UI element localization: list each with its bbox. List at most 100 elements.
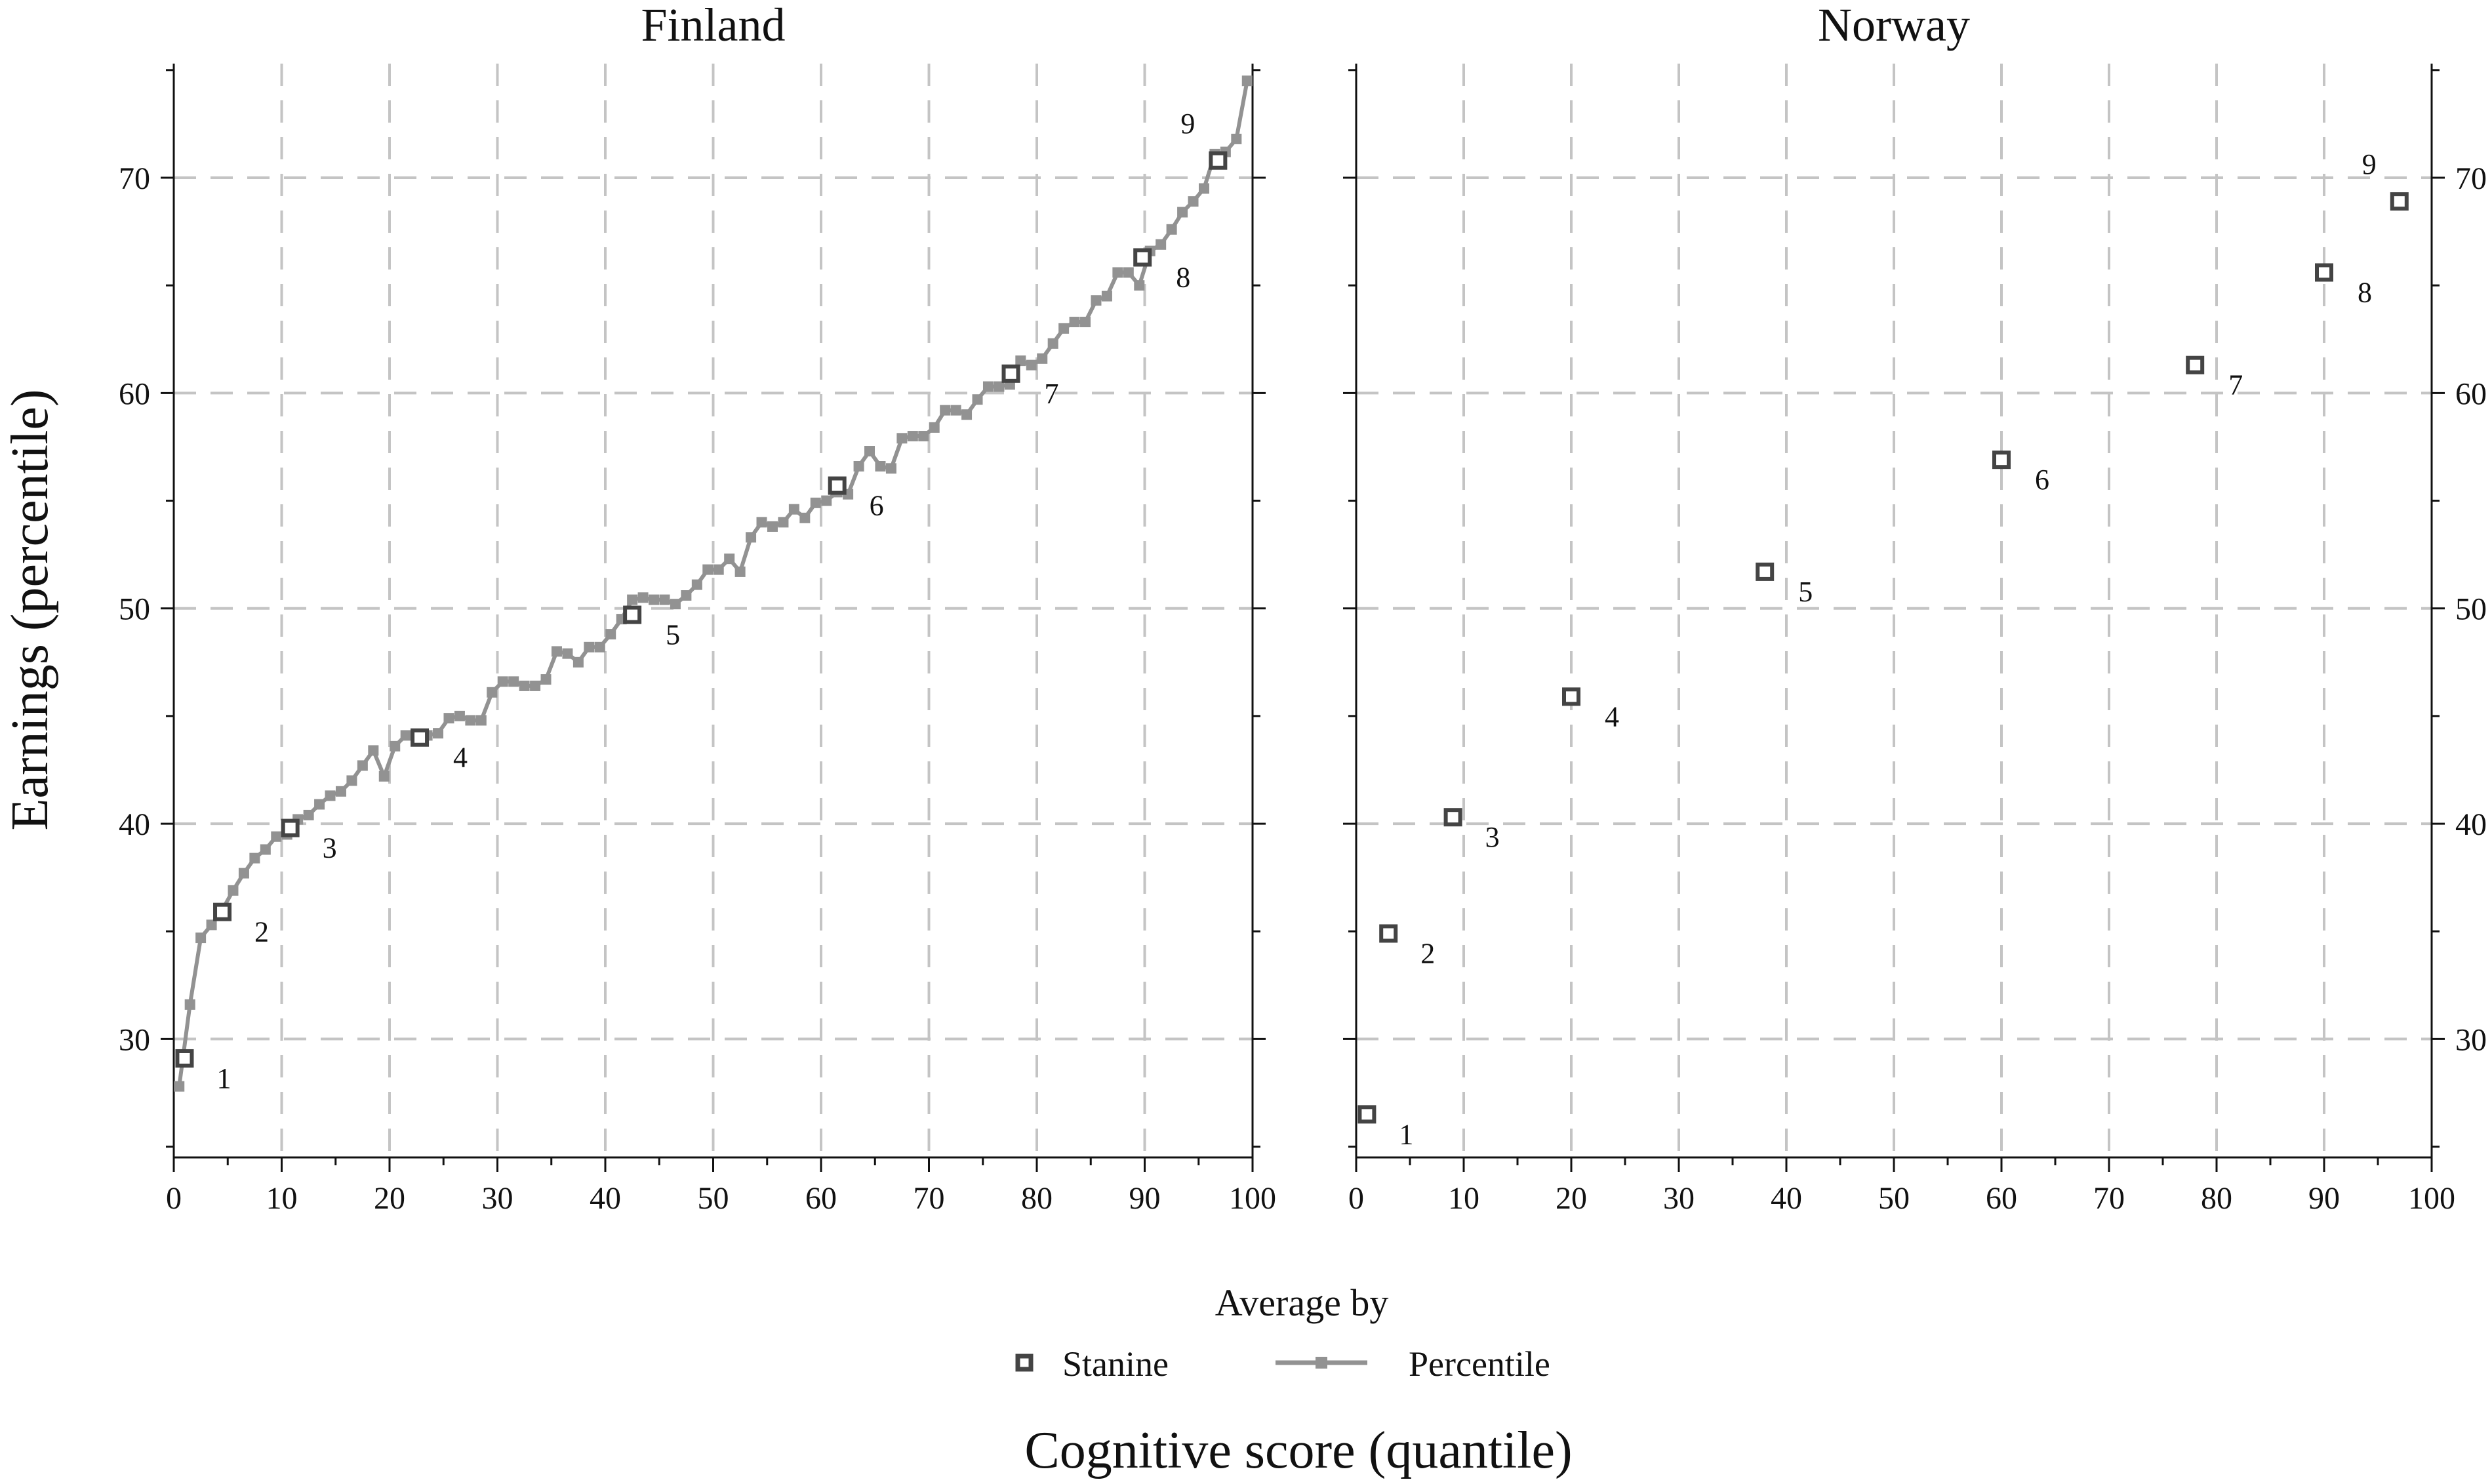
finland-percentile-point-96 [1198,183,1209,194]
finland-y-tick-label-60: 60 [119,376,150,411]
finland-percentile-point-32 [508,676,519,687]
finland-percentile-point-28 [465,715,476,726]
finland-percentile-point-6 [228,885,239,896]
finland-percentile-point-74 [961,409,973,420]
norway-y-tick-label-60: 60 [2455,376,2487,411]
norway-x-tick-label-60: 60 [1986,1181,2017,1216]
finland-stanine-point-7 [1001,364,1020,383]
norway-x-tick-label-40: 40 [1771,1181,1802,1216]
finland-stanine-label-8: 8 [1176,262,1190,294]
norway-stanine-label-5: 5 [1798,576,1813,608]
finland-percentile-point-8 [249,852,260,864]
norway-stanine-point-8 [2315,263,2333,282]
finland-percentile-point-31 [497,676,508,687]
norway-panel: Norway 0 10 20 30 40 50 60 70 80 90 100 30 40 50 60 70 1 2… [1343,0,2487,1216]
finland-percentile-point-67 [885,463,896,474]
finland-percentile-point-41 [605,629,616,640]
legend-stanine-label: Stanine [1062,1344,1169,1384]
finland-x-tick-label-10: 10 [266,1181,298,1216]
finland-y-tick-label-30: 30 [119,1022,150,1057]
finland-percentile-point-36 [551,646,562,657]
legend-stanine-marker [1015,1354,1034,1372]
norway-stanine-label-6: 6 [2035,464,2049,496]
finland-percentile-point-83 [1058,323,1070,334]
finland-percentile-point-40 [594,641,605,652]
finland-percentile-point-72 [940,405,951,416]
finland-percentile-point-4 [206,919,217,931]
norway-stanine-label-3: 3 [1485,821,1500,853]
finland-percentile-point-17 [346,775,357,786]
finland-percentile-point-20 [378,771,390,782]
finland-stanine-label-1: 1 [216,1062,231,1094]
norway-stanine-label-7: 7 [2228,369,2243,401]
finland-x-tick-label-80: 80 [1021,1181,1053,1216]
finland-stanine-point-1 [175,1049,194,1068]
finland-percentile-point-3 [195,933,207,944]
norway-y-tick-label-30: 30 [2455,1022,2487,1057]
finland-percentile-point-64 [853,461,864,472]
norway-x-tick-label-20: 20 [1556,1181,1587,1216]
finland-x-tick-label-60: 60 [805,1181,837,1216]
finland-stanine-point-5 [623,605,642,624]
finland-percentile-point-82 [1047,338,1058,349]
norway-stanine-point-7 [2186,355,2205,374]
norway-stanine-point-2 [1379,924,1398,943]
finland-percentile-point-86 [1091,295,1102,306]
finland-percentile-point-48 [681,590,692,601]
finland-percentile-point-57 [778,517,789,528]
finland-percentile-point-1 [174,1081,185,1092]
finland-x-tick-label-50: 50 [698,1181,729,1216]
finland-percentile-point-30 [487,687,498,698]
finland-percentile-point-25 [433,728,444,739]
finland-percentile-point-7 [238,868,249,879]
finland-percentile-point-51 [713,564,724,575]
finland-percentile-point-54 [746,532,757,543]
norway-stanine-label-9: 9 [2362,148,2377,180]
finland-x-tick-label-40: 40 [590,1181,621,1216]
finland-stanine-label-7: 7 [1045,378,1059,410]
finland-percentile-point-92 [1156,239,1167,250]
finland-stanine-label-3: 3 [323,832,337,864]
finland-percentile-point-15 [325,790,336,801]
finland-percentile-point-70 [918,431,929,442]
finland-percentile-point-33 [519,680,530,691]
norway-stanine-label-1: 1 [1399,1118,1413,1150]
finland-x-tick-label-0: 0 [166,1181,182,1216]
finland-percentile-point-71 [929,422,940,433]
norway-stanine-point-3 [1443,808,1462,827]
finland-percentile-point-87 [1101,291,1112,302]
norway-x-tick-label-30: 30 [1663,1181,1695,1216]
finland-y-tick-label-70: 70 [119,161,150,196]
finland-stanine-point-8 [1133,248,1152,267]
finland-percentile-point-88 [1112,267,1123,278]
finland-percentile-point-93 [1166,224,1177,235]
finland-percentile-point-27 [454,710,465,721]
norway-stanine-point-5 [1756,562,1775,581]
finland-percentile-point-61 [821,495,832,506]
finland-percentile-point-59 [799,512,811,523]
finland-percentile-point-52 [724,553,735,565]
finland-percentile-point-43 [627,594,638,605]
finland-x-tick-label-90: 90 [1129,1181,1161,1216]
finland-percentile-point-44 [637,592,649,603]
finland-percentile-point-37 [562,648,573,659]
finland-stanine-label-4: 4 [453,742,468,774]
norway-stanine-point-4 [1562,687,1580,706]
finland-stanine-point-4 [411,728,430,747]
finland-percentile-point-56 [767,521,778,532]
finland-percentile-point-60 [810,497,821,508]
finland-percentile-point-94 [1177,207,1188,218]
finland-x-tick-label-100: 100 [1229,1181,1276,1216]
finland-percentile-point-13 [303,809,314,820]
finland-x-tick-label-20: 20 [374,1181,405,1216]
x-axis-label: Cognitive score (quantile) [1024,1422,1572,1479]
finland-percentile-point-26 [443,713,454,724]
finland-percentile-point-77 [994,381,1005,392]
finland-percentile-point-65 [864,446,875,457]
finland-percentile-point-66 [875,461,886,472]
finland-percentile-point-75 [972,394,983,405]
norway-stanine-label-4: 4 [1605,700,1619,732]
legend: Average by Stanine Percentile [1015,1281,1550,1384]
norway-stanine-point-1 [1357,1105,1377,1124]
finland-stanine-point-2 [213,902,232,921]
